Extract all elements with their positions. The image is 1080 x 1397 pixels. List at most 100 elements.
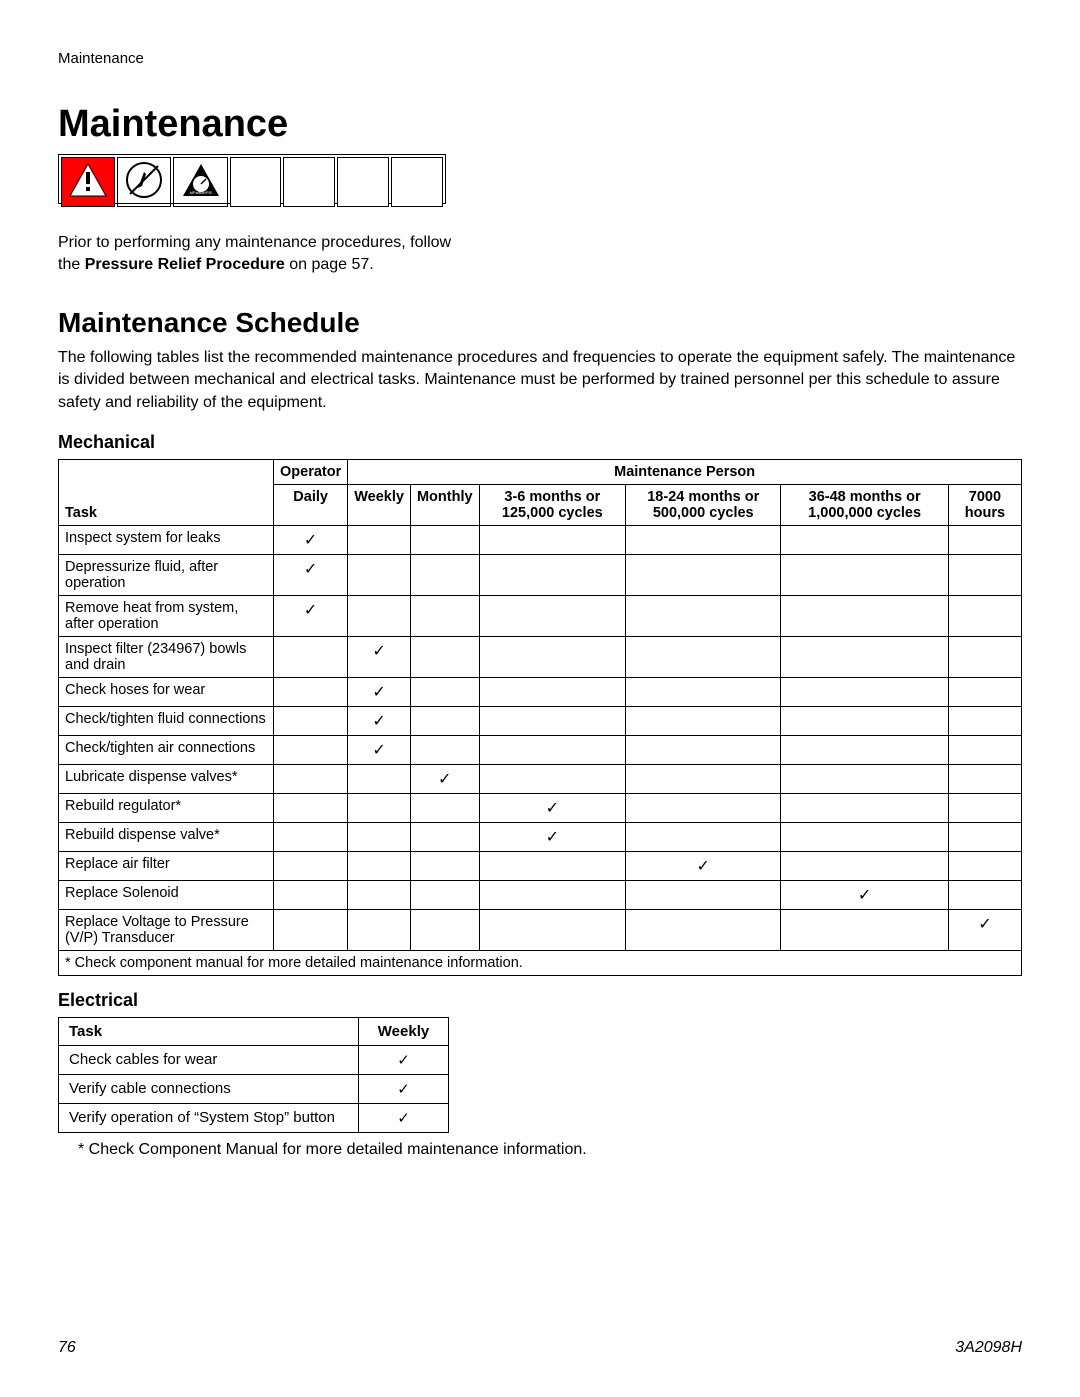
table-cell <box>626 880 781 909</box>
table-row-task: Replace Solenoid <box>59 880 274 909</box>
table-cell <box>781 706 948 735</box>
table-cell <box>410 909 479 950</box>
table-cell <box>274 636 348 677</box>
table-cell <box>781 525 948 554</box>
warning-triangle-icon <box>61 157 115 207</box>
col-7000: 7000 hours <box>948 484 1021 525</box>
col-task: Task <box>59 459 274 525</box>
table-row-task: Inspect filter (234967) bowls and drain <box>59 636 274 677</box>
table-row-task: Check hoses for wear <box>59 677 274 706</box>
table-cell: ✓ <box>781 880 948 909</box>
table-cell <box>948 677 1021 706</box>
table-cell <box>479 525 626 554</box>
table-cell <box>348 822 411 851</box>
table-cell <box>274 880 348 909</box>
table-cell <box>410 525 479 554</box>
table-cell <box>348 764 411 793</box>
group-operator: Operator <box>274 459 348 484</box>
table-cell <box>274 764 348 793</box>
table-cell <box>948 880 1021 909</box>
table-cell <box>479 880 626 909</box>
table-cell <box>781 764 948 793</box>
table-cell <box>781 822 948 851</box>
table-row-task: Replace Voltage to Pressure (V/P) Transd… <box>59 909 274 950</box>
table-cell <box>410 880 479 909</box>
table-row-task: Remove heat from system, after operation <box>59 595 274 636</box>
table-cell <box>781 851 948 880</box>
table-cell <box>479 909 626 950</box>
table-row-task: Check/tighten fluid connections <box>59 706 274 735</box>
table-cell <box>348 880 411 909</box>
table-cell <box>626 909 781 950</box>
table-cell: ✓ <box>348 706 411 735</box>
table-cell <box>781 554 948 595</box>
table-cell <box>479 735 626 764</box>
table-cell <box>781 677 948 706</box>
mechanical-table: Task Operator Maintenance Person Daily W… <box>58 459 1022 976</box>
table-cell <box>410 677 479 706</box>
table-cell: ✓ <box>274 554 348 595</box>
table-cell <box>948 851 1021 880</box>
table-cell <box>348 525 411 554</box>
schedule-title: Maintenance Schedule <box>58 307 1022 339</box>
table-cell <box>479 595 626 636</box>
table-cell <box>274 822 348 851</box>
icon-empty-2 <box>283 157 335 207</box>
intro-paragraph: Prior to performing any maintenance proc… <box>58 232 1022 277</box>
table-cell: ✓ <box>479 822 626 851</box>
table-cell <box>479 851 626 880</box>
table-cell <box>948 764 1021 793</box>
col-monthly: Monthly <box>410 484 479 525</box>
table-cell <box>274 677 348 706</box>
table-cell: ✓ <box>348 735 411 764</box>
table-cell: ✓ <box>359 1074 449 1103</box>
table-cell <box>479 706 626 735</box>
table-cell <box>274 706 348 735</box>
warning-icon-row: MPa/bar/PSI <box>58 154 446 204</box>
table-cell <box>479 677 626 706</box>
table-cell <box>274 793 348 822</box>
table-cell <box>626 595 781 636</box>
table-cell <box>626 735 781 764</box>
schedule-desc: The following tables list the recommende… <box>58 347 1022 414</box>
table-cell <box>781 793 948 822</box>
table-cell <box>410 595 479 636</box>
table-cell <box>410 554 479 595</box>
table-cell <box>410 735 479 764</box>
table-cell <box>410 706 479 735</box>
svg-text:MPa/bar/PSI: MPa/bar/PSI <box>189 190 212 195</box>
table-cell: ✓ <box>348 677 411 706</box>
table-cell: ✓ <box>948 909 1021 950</box>
table-row-task: Rebuild regulator* <box>59 793 274 822</box>
table-row-task: Check cables for wear <box>59 1045 359 1074</box>
table-cell <box>348 851 411 880</box>
table-cell <box>410 793 479 822</box>
table-cell <box>948 735 1021 764</box>
intro-line2-prefix: the <box>58 256 85 273</box>
col-18-24: 18-24 months or 500,000 cycles <box>626 484 781 525</box>
table-cell <box>274 909 348 950</box>
table-cell <box>626 554 781 595</box>
table-cell: ✓ <box>479 793 626 822</box>
table-cell <box>479 636 626 677</box>
table-cell <box>948 554 1021 595</box>
pressure-gauge-icon: MPa/bar/PSI <box>173 157 227 207</box>
table-cell: ✓ <box>359 1045 449 1074</box>
table-cell: ✓ <box>626 851 781 880</box>
table-cell: ✓ <box>274 525 348 554</box>
table-cell <box>781 636 948 677</box>
table-cell: ✓ <box>359 1103 449 1132</box>
intro-line1: Prior to performing any maintenance proc… <box>58 234 451 251</box>
table-cell <box>948 822 1021 851</box>
col-36-48: 36-48 months or 1,000,000 cycles <box>781 484 948 525</box>
table-row-task: Lubricate dispense valves* <box>59 764 274 793</box>
table-cell <box>948 595 1021 636</box>
table-cell <box>781 909 948 950</box>
table-cell <box>948 636 1021 677</box>
table-cell <box>626 636 781 677</box>
mechanical-heading: Mechanical <box>58 432 1022 453</box>
icon-empty-4 <box>391 157 443 207</box>
table-cell <box>274 735 348 764</box>
table-cell: ✓ <box>274 595 348 636</box>
table-row-task: Check/tighten air connections <box>59 735 274 764</box>
